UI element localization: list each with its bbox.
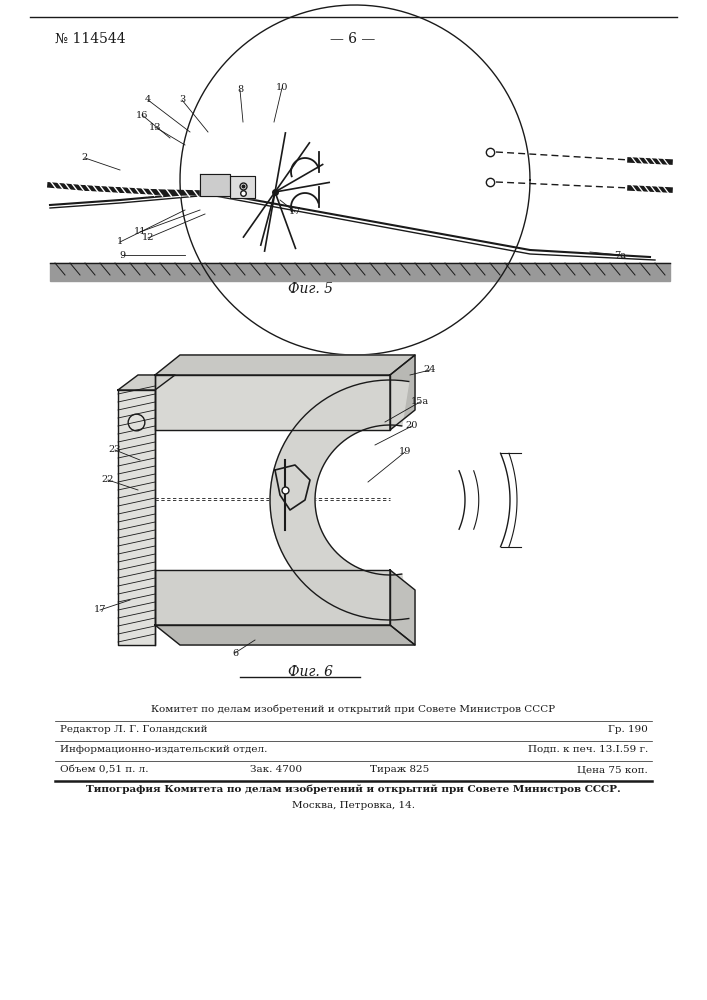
Text: Тираж 825: Тираж 825 bbox=[370, 765, 429, 774]
Text: 19: 19 bbox=[399, 448, 411, 456]
Text: 7а: 7а bbox=[614, 250, 626, 259]
Text: Подп. к печ. 13.І.59 г.: Подп. к печ. 13.І.59 г. bbox=[527, 745, 648, 754]
Text: 17: 17 bbox=[288, 208, 301, 217]
Text: Информационно-издательский отдел.: Информационно-издательский отдел. bbox=[60, 745, 267, 754]
Polygon shape bbox=[390, 570, 415, 645]
Text: 9: 9 bbox=[119, 250, 125, 259]
Text: Зак. 4700: Зак. 4700 bbox=[250, 765, 302, 774]
Text: 15а: 15а bbox=[411, 397, 429, 406]
Polygon shape bbox=[155, 355, 415, 375]
Text: 4: 4 bbox=[145, 96, 151, 104]
Text: 22: 22 bbox=[102, 476, 115, 485]
Text: Гр. 190: Гр. 190 bbox=[608, 725, 648, 734]
Text: Цена 75 коп.: Цена 75 коп. bbox=[577, 765, 648, 774]
Text: 6: 6 bbox=[232, 648, 238, 658]
Polygon shape bbox=[390, 355, 415, 430]
Polygon shape bbox=[270, 380, 409, 620]
Text: 8: 8 bbox=[237, 86, 243, 95]
Text: 2: 2 bbox=[82, 153, 88, 162]
Text: 12: 12 bbox=[141, 233, 154, 242]
Polygon shape bbox=[155, 625, 415, 645]
Text: 3: 3 bbox=[179, 96, 185, 104]
Polygon shape bbox=[118, 390, 155, 645]
Text: 23: 23 bbox=[109, 446, 121, 454]
Text: Объем 0,51 п. л.: Объем 0,51 п. л. bbox=[60, 765, 148, 774]
Polygon shape bbox=[155, 375, 390, 430]
Text: 1: 1 bbox=[117, 237, 123, 246]
Polygon shape bbox=[155, 570, 390, 625]
Text: Типография Комитета по делам изобретений и открытий при Совете Министров СССР.: Типография Комитета по делам изобретений… bbox=[86, 785, 620, 794]
Text: Москва, Петровка, 14.: Москва, Петровка, 14. bbox=[291, 801, 414, 810]
Polygon shape bbox=[230, 176, 255, 198]
Text: 17: 17 bbox=[94, 605, 106, 614]
Text: 24: 24 bbox=[423, 365, 436, 374]
Text: Фиг. 6: Фиг. 6 bbox=[288, 665, 332, 679]
Text: 13: 13 bbox=[148, 122, 161, 131]
Polygon shape bbox=[50, 263, 670, 281]
Text: — 6 —: — 6 — bbox=[330, 32, 375, 46]
Text: Комитет по делам изобретений и открытий при Совете Министров СССР: Комитет по делам изобретений и открытий … bbox=[151, 705, 555, 714]
Polygon shape bbox=[118, 375, 175, 390]
Polygon shape bbox=[200, 174, 230, 196]
Text: 16: 16 bbox=[136, 110, 148, 119]
Text: 11: 11 bbox=[134, 228, 146, 236]
Text: Фиг. 5: Фиг. 5 bbox=[288, 282, 332, 296]
Text: 10: 10 bbox=[276, 84, 288, 93]
Text: Редактор Л. Г. Голандский: Редактор Л. Г. Голандский bbox=[60, 725, 207, 734]
Text: № 114544: № 114544 bbox=[55, 32, 126, 46]
Text: 20: 20 bbox=[406, 422, 418, 430]
